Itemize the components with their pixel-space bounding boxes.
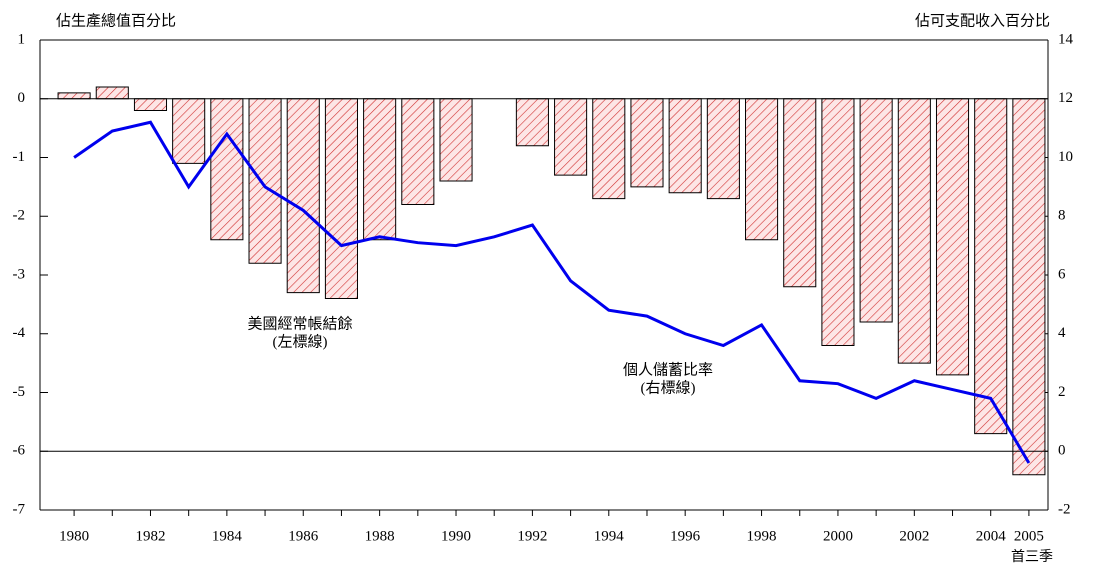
- bar: [821, 98, 855, 346]
- bar: [248, 98, 282, 264]
- annotation: (左標線): [273, 333, 328, 350]
- y2-tick-label: 2: [1058, 384, 1066, 400]
- bar: [210, 98, 244, 241]
- y-tick-label: -6: [13, 443, 26, 459]
- y2-tick-label: 10: [1058, 149, 1073, 165]
- y2-tick-label: 6: [1058, 266, 1066, 282]
- y-tick-label: 0: [18, 90, 26, 106]
- x-tick-label: 1992: [517, 528, 547, 544]
- y2-tick-label: 4: [1058, 325, 1066, 341]
- bar: [133, 98, 168, 111]
- x-tick-label: 1990: [441, 528, 471, 544]
- bar: [592, 98, 626, 200]
- y-axis-label: 佔生產總值百分比: [56, 11, 176, 29]
- x-tick-label: 1996: [670, 528, 701, 544]
- bar: [859, 98, 893, 323]
- annotation: 個人儲蓄比率: [623, 361, 713, 378]
- y-tick-label: -5: [13, 384, 26, 400]
- bar: [1012, 98, 1046, 476]
- y2-tick-label: 8: [1058, 208, 1066, 224]
- x-tick-label: 1984: [212, 528, 243, 544]
- y-tick-label: -3: [13, 266, 26, 282]
- annotation: 美國經常帳結餘: [247, 315, 352, 332]
- x-tick-label: 1988: [365, 528, 395, 544]
- y-tick-label: 1: [18, 31, 26, 47]
- bar: [439, 98, 473, 182]
- bar: [363, 98, 397, 241]
- line: [73, 120, 1031, 464]
- y2-tick-label: 12: [1058, 90, 1073, 106]
- bar: [783, 98, 817, 288]
- bar: [630, 98, 664, 188]
- x-tick-label: 1980: [59, 528, 89, 544]
- bar: [324, 98, 358, 299]
- x-tick-label: 1986: [288, 528, 319, 544]
- x-tick-label: 2005: [1014, 528, 1044, 544]
- x-tick-label: 2004: [976, 528, 1007, 544]
- bar: [57, 92, 91, 100]
- y-tick-label: -7: [13, 501, 26, 517]
- annotation: (右標線): [641, 379, 696, 396]
- x-tick-label: 1994: [594, 528, 625, 544]
- y2-tick-label: 14: [1058, 31, 1074, 47]
- x-tick-label: 2000: [823, 528, 853, 544]
- y2-axis-label: 佔可支配收入百分比: [915, 12, 1050, 29]
- bar: [974, 98, 1008, 435]
- y2-tick-label: 0: [1058, 443, 1066, 459]
- bar: [745, 98, 779, 241]
- x-note: 首三季: [1011, 549, 1053, 565]
- bar: [668, 98, 702, 194]
- y-tick-label: -1: [13, 149, 26, 165]
- y-tick-label: -4: [13, 325, 26, 341]
- bar: [172, 98, 206, 164]
- bar: [95, 86, 129, 100]
- x-tick-label: 1998: [747, 528, 777, 544]
- bar: [706, 98, 740, 200]
- bar: [401, 98, 435, 205]
- bar: [897, 98, 931, 364]
- bar: [515, 98, 549, 147]
- y2-tick-label: -2: [1058, 501, 1071, 517]
- bar: [935, 98, 970, 376]
- bar: [554, 98, 588, 176]
- y-tick-label: -2: [13, 208, 26, 224]
- x-tick-label: 2002: [899, 528, 929, 544]
- bar: [286, 98, 320, 294]
- x-tick-label: 1982: [135, 528, 165, 544]
